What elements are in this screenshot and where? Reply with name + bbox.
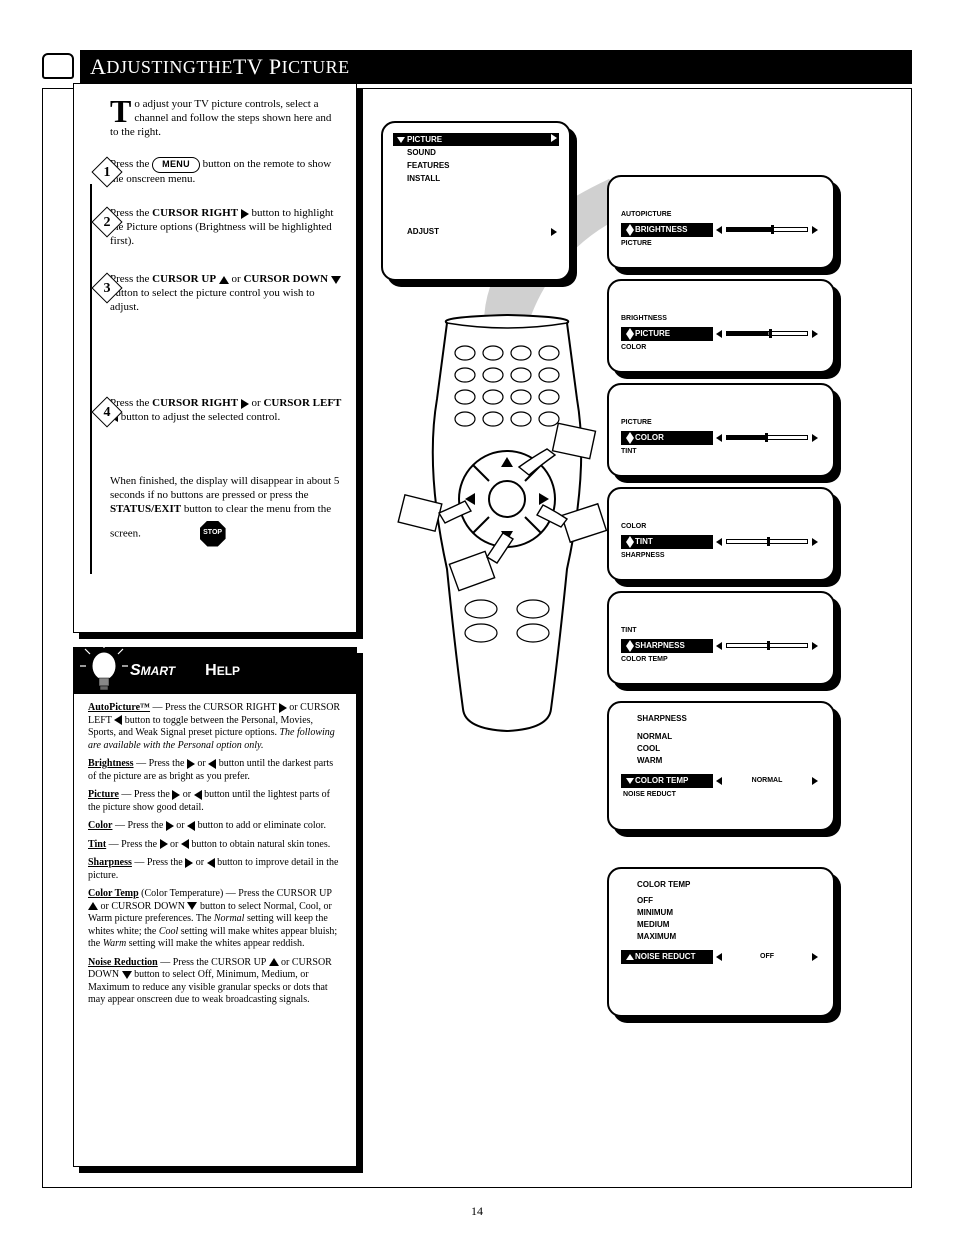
autopicture-help: AutoPicture™ — Press the CURSOR RIGHT or… xyxy=(88,702,342,752)
menu-install: INSTALL xyxy=(393,172,559,185)
page: ADJUSTING THE TV PICTURE To adjust your … xyxy=(0,0,954,1235)
menu-sound: SOUND xyxy=(393,146,559,159)
picture-screen: BRIGHTNESS PICTURE COLOR xyxy=(607,279,835,373)
step-3-marker: 3 xyxy=(92,273,122,303)
sharpness-help: Sharpness — Press the or button to impro… xyxy=(88,857,342,882)
cursor-down-icon xyxy=(331,276,341,284)
step-2-marker: 2 xyxy=(92,207,122,237)
stop-icon: STOP xyxy=(200,521,226,547)
noise-help: Noise Reduction — Press the CURSOR UP or… xyxy=(88,957,342,1007)
sharpness-screen: TINT SHARPNESS COLOR TEMP xyxy=(607,591,835,685)
steps-box: To adjust your TV picture controls, sele… xyxy=(73,83,357,633)
menu-features: FEATURES xyxy=(393,159,559,172)
menu-adjust-hint: ADJUST xyxy=(393,225,559,238)
brightness-screen: AUTOPICTURE BRIGHTNESS PICTURE xyxy=(607,175,835,269)
smart-help-box: SMART HELP AutoPicture™ — Press the CURS… xyxy=(73,647,357,1167)
colortemp-help: Color Temp (Color Temperature) — Press t… xyxy=(88,888,342,951)
step-1-marker: 1 xyxy=(92,157,122,187)
intro-text: o adjust your TV picture controls, selec… xyxy=(110,98,331,138)
noise-screen: COLOR TEMP OFF MINIMUM MEDIUM MAXIMUM NO… xyxy=(607,867,835,1017)
title-text: ADJUSTING THE TV PICTURE xyxy=(80,50,912,84)
picture-help: Picture — Press the or button until the … xyxy=(88,789,342,814)
tint-help: Tint — Press the or button to obtain nat… xyxy=(88,839,342,852)
intro-dropcap: T xyxy=(110,98,131,125)
color-help: Color — Press the or button to add or el… xyxy=(88,820,342,833)
cursor-right-icon xyxy=(241,209,249,219)
lightbulb-icon xyxy=(80,646,128,706)
cursor-up-icon xyxy=(219,276,229,284)
colortemp-screen: SHARPNESS NORMAL COOL WARM COLOR TEMP NO… xyxy=(607,701,835,831)
tint-screen: COLOR TINT SHARPNESS xyxy=(607,487,835,581)
brightness-help: Brightness — Press the or button until t… xyxy=(88,758,342,783)
title-bar: ADJUSTING THE TV PICTURE xyxy=(42,50,912,84)
remote-illustration xyxy=(391,309,623,739)
tv-icon xyxy=(42,53,74,79)
page-number: 14 xyxy=(0,1204,954,1219)
smart-help-header: SMART HELP xyxy=(74,648,356,694)
menu-picture: PICTURE xyxy=(393,133,559,146)
menu-button[interactable]: MENU xyxy=(152,157,200,172)
content-frame: To adjust your TV picture controls, sele… xyxy=(42,88,912,1188)
cursor-right-icon xyxy=(241,399,249,409)
color-screen: PICTURE COLOR TINT xyxy=(607,383,835,477)
step-4-marker: 4 xyxy=(92,397,122,427)
menu-screen: PICTURE SOUND FEATURES INSTALL ADJUST xyxy=(381,121,571,281)
title-letter: A xyxy=(90,53,106,81)
